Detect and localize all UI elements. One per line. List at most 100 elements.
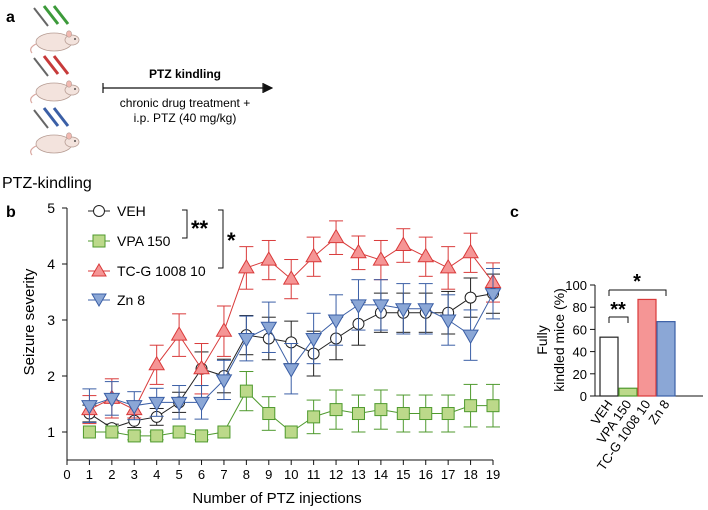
significance-bracket-veh-vpa-bars	[608, 316, 629, 323]
bar-category-label: Zn 8	[645, 397, 672, 427]
legend-item-tcg: TC-G 1008 10	[88, 263, 206, 279]
data-point	[439, 258, 457, 274]
legend-label-zn: Zn 8	[117, 292, 145, 308]
mouse-illustration-2	[30, 55, 80, 104]
y-tick-label: 1	[47, 424, 55, 440]
x-tick-label: 15	[396, 467, 410, 482]
y-tick-label: 2	[47, 368, 55, 384]
data-point	[329, 403, 343, 417]
data-point	[394, 236, 412, 252]
significance-bracket-veh-tcg-bars	[608, 289, 667, 296]
significance-single-star: *	[227, 228, 236, 253]
bar-veh	[599, 336, 619, 397]
legend-label-tcg: TC-G 1008 10	[117, 263, 206, 279]
data-point	[396, 407, 410, 421]
x-tick-label: 5	[175, 467, 182, 482]
data-point	[464, 291, 477, 304]
bar-y-tick-label: 40	[573, 345, 587, 360]
data-point	[239, 384, 253, 398]
data-point	[372, 251, 390, 266]
data-point	[170, 326, 188, 341]
data-point	[82, 425, 96, 439]
data-point	[305, 247, 322, 263]
data-point	[125, 400, 143, 415]
x-tick-label: 9	[265, 467, 272, 482]
data-point	[262, 407, 276, 421]
data-point	[105, 425, 119, 439]
legend: VEH VPA 150 TC-G 1008 10 Zn 8	[88, 203, 206, 308]
x-tick-label: 19	[486, 467, 500, 482]
x-tick-label: 8	[243, 467, 250, 482]
data-point	[215, 374, 233, 389]
data-point	[417, 303, 435, 318]
data-point	[351, 407, 365, 421]
panel-b-label: b	[6, 204, 16, 221]
seizure-severity-chart: Seizure severity Number of PTZ injection…	[21, 200, 502, 507]
data-point	[462, 329, 479, 345]
panel-a-caption: PTZ-kindling	[2, 175, 92, 192]
legend-marker-triangle-down	[91, 293, 107, 307]
legend-item-zn: Zn 8	[88, 292, 145, 308]
x-tick-label: 14	[374, 467, 388, 482]
bar-y-axis-label-line-1: Fully	[534, 325, 550, 355]
data-point	[103, 392, 121, 408]
bar-tc-g-1008-10	[637, 298, 657, 397]
x-tick-label: 11	[307, 467, 321, 482]
legend-marker-square	[92, 234, 106, 248]
syringe-green-icon	[33, 5, 70, 27]
data-point	[215, 322, 233, 337]
syringe-red-icon	[33, 55, 70, 77]
data-point	[372, 299, 390, 314]
x-tick-label: 1	[86, 467, 93, 482]
data-point	[260, 251, 278, 266]
data-point	[441, 407, 455, 421]
significance-bracket-veh-tcg	[218, 209, 224, 269]
x-tick-label: 3	[131, 467, 138, 482]
bar-y-tick-label: 100	[565, 278, 587, 293]
x-tick-label: 10	[284, 467, 298, 482]
bar-y-tick-label: 60	[573, 322, 587, 337]
x-tick-label: 6	[198, 467, 205, 482]
data-point	[148, 396, 166, 412]
data-point	[464, 399, 478, 413]
data-point	[217, 425, 231, 439]
data-point	[350, 299, 367, 314]
bar-y-tick-label: 0	[580, 389, 587, 404]
data-point	[486, 399, 500, 413]
data-point	[260, 321, 278, 337]
mouse-illustration-1	[30, 5, 80, 54]
data-point	[327, 228, 345, 244]
legend-marker-triangle-up	[91, 263, 107, 277]
data-point	[282, 363, 300, 378]
x-tick-label: 13	[351, 467, 365, 482]
bar-y-axis-label-line-2: kindled mice (%)	[551, 288, 567, 391]
data-point	[238, 258, 255, 274]
bar-vpa-150	[618, 387, 638, 397]
data-point	[127, 429, 141, 443]
data-point	[374, 403, 388, 417]
y-tick-label: 5	[47, 200, 55, 216]
data-point	[238, 332, 255, 348]
data-point	[193, 359, 210, 375]
syringe-blue-icon	[33, 107, 70, 129]
x-tick-label: 12	[329, 467, 343, 482]
treatment-line-2: i.p. PTZ (40 mg/kg)	[134, 111, 237, 125]
bar-y-tick-label: 20	[573, 367, 587, 382]
bar-y-tick-label: 80	[573, 300, 587, 315]
x-tick-label: 7	[220, 467, 227, 482]
data-point	[484, 288, 502, 303]
x-tick-label: 0	[63, 467, 70, 482]
bar-significance-double-star: **	[610, 299, 626, 321]
bar-significance-single-star: *	[633, 271, 641, 293]
legend-item-vpa: VPA 150	[88, 233, 171, 249]
data-point	[394, 303, 412, 318]
x-tick-label: 17	[441, 467, 455, 482]
x-tick-label: 16	[419, 467, 433, 482]
x-tick-label: 18	[463, 467, 477, 482]
mouse-illustration-3	[30, 107, 80, 156]
data-point	[419, 407, 433, 421]
panel-a-label: a	[6, 9, 15, 26]
data-point	[193, 396, 210, 412]
